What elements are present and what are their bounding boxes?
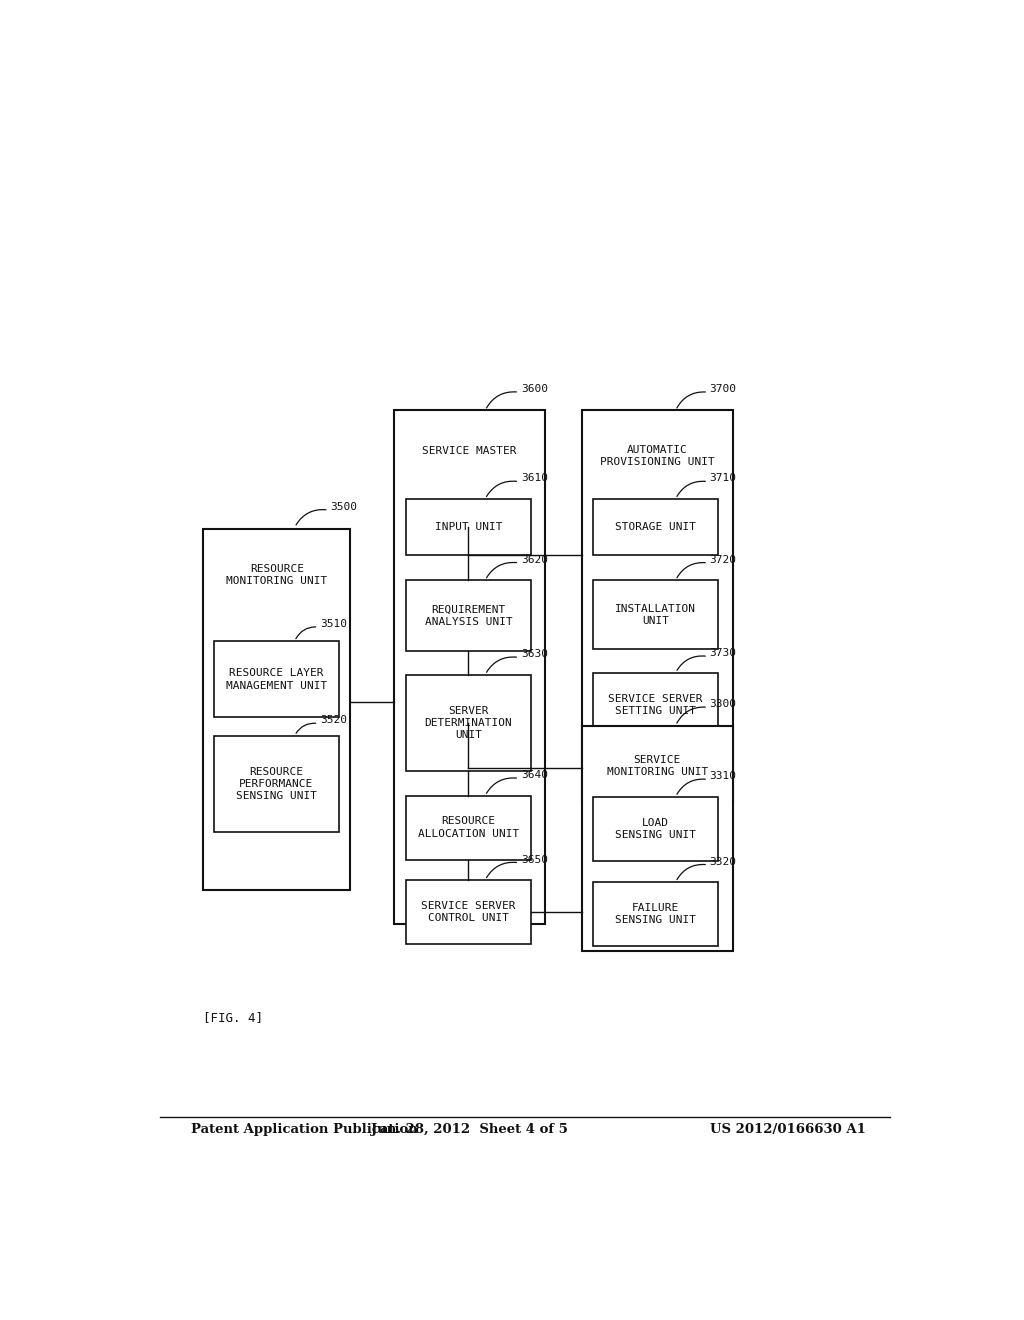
Text: 3310: 3310 bbox=[710, 771, 736, 781]
Bar bbox=[406, 880, 531, 944]
Text: 3500: 3500 bbox=[331, 502, 357, 512]
Bar bbox=[214, 735, 339, 833]
Text: 3600: 3600 bbox=[521, 384, 548, 395]
Bar bbox=[593, 882, 719, 946]
Text: 3730: 3730 bbox=[710, 648, 736, 659]
Bar bbox=[593, 673, 719, 737]
Text: 3610: 3610 bbox=[521, 474, 548, 483]
Text: 3300: 3300 bbox=[710, 700, 736, 709]
Text: 3710: 3710 bbox=[710, 474, 736, 483]
Text: INSTALLATION
UNIT: INSTALLATION UNIT bbox=[615, 603, 696, 626]
Text: SERVICE SERVER
SETTING UNIT: SERVICE SERVER SETTING UNIT bbox=[608, 693, 703, 715]
Text: RESOURCE LAYER
MANAGEMENT UNIT: RESOURCE LAYER MANAGEMENT UNIT bbox=[225, 668, 327, 690]
Bar bbox=[582, 726, 733, 952]
Bar bbox=[406, 499, 531, 554]
Bar bbox=[214, 642, 339, 718]
Text: SERVICE
MONITORING UNIT: SERVICE MONITORING UNIT bbox=[606, 755, 708, 777]
Text: 3630: 3630 bbox=[521, 649, 548, 659]
Bar bbox=[406, 581, 531, 651]
Text: Patent Application Publication: Patent Application Publication bbox=[191, 1122, 418, 1135]
Text: SERVICE MASTER: SERVICE MASTER bbox=[422, 446, 516, 457]
Text: FAILURE
SENSING UNIT: FAILURE SENSING UNIT bbox=[615, 903, 696, 925]
Text: 3720: 3720 bbox=[710, 554, 736, 565]
Text: RESOURCE
PERFORMANCE
SENSING UNIT: RESOURCE PERFORMANCE SENSING UNIT bbox=[236, 767, 316, 801]
Bar bbox=[593, 581, 719, 649]
Bar bbox=[593, 499, 719, 554]
Text: RESOURCE
ALLOCATION UNIT: RESOURCE ALLOCATION UNIT bbox=[418, 817, 519, 840]
Text: SERVICE SERVER
CONTROL UNIT: SERVICE SERVER CONTROL UNIT bbox=[421, 900, 516, 923]
Text: 3640: 3640 bbox=[521, 771, 548, 780]
Text: STORAGE UNIT: STORAGE UNIT bbox=[615, 521, 696, 532]
Text: US 2012/0166630 A1: US 2012/0166630 A1 bbox=[711, 1122, 866, 1135]
Bar bbox=[204, 529, 350, 890]
Text: 3520: 3520 bbox=[321, 715, 347, 726]
Bar bbox=[582, 411, 733, 801]
Text: 3320: 3320 bbox=[710, 857, 736, 867]
Text: INPUT UNIT: INPUT UNIT bbox=[435, 521, 502, 532]
Text: REQUIREMENT
ANALYSIS UNIT: REQUIREMENT ANALYSIS UNIT bbox=[425, 605, 512, 627]
Text: RESOURCE
MONITORING UNIT: RESOURCE MONITORING UNIT bbox=[226, 564, 328, 586]
Text: LOAD
SENSING UNIT: LOAD SENSING UNIT bbox=[615, 817, 696, 840]
Text: 3650: 3650 bbox=[521, 854, 548, 865]
Text: [FIG. 4]: [FIG. 4] bbox=[204, 1011, 263, 1024]
Text: AUTOMATIC
PROVISIONING UNIT: AUTOMATIC PROVISIONING UNIT bbox=[600, 445, 715, 467]
Bar bbox=[394, 411, 545, 924]
Text: Jun. 28, 2012  Sheet 4 of 5: Jun. 28, 2012 Sheet 4 of 5 bbox=[371, 1122, 567, 1135]
Bar bbox=[406, 675, 531, 771]
Text: 3700: 3700 bbox=[710, 384, 736, 395]
Text: SERVER
DETERMINATION
UNIT: SERVER DETERMINATION UNIT bbox=[425, 706, 512, 741]
Text: 3510: 3510 bbox=[321, 619, 347, 628]
Bar bbox=[406, 796, 531, 859]
Bar bbox=[593, 797, 719, 861]
Text: 3620: 3620 bbox=[521, 554, 548, 565]
